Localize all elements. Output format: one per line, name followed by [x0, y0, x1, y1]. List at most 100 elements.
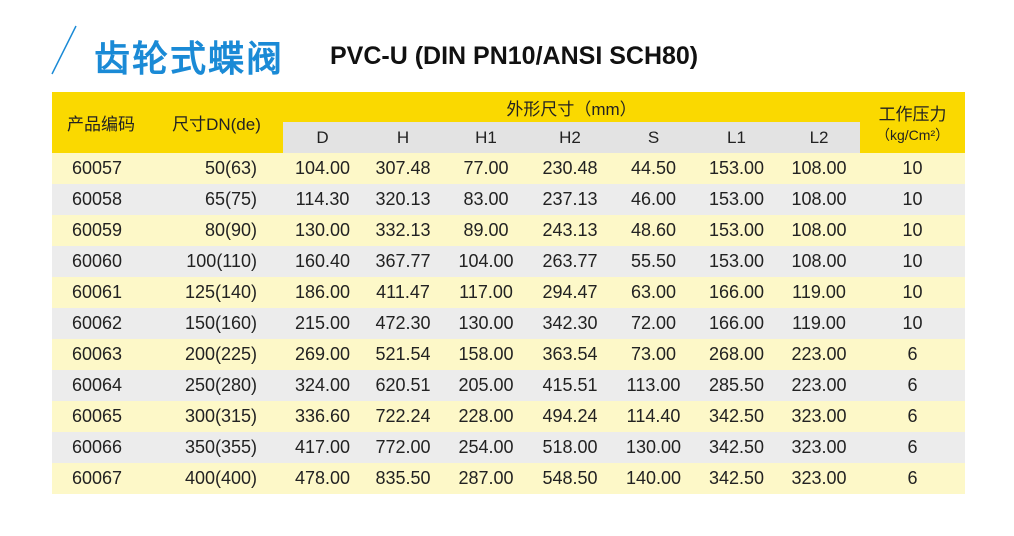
table-cell: 363.54 [542, 344, 598, 364]
table-cell: 6 [907, 375, 918, 395]
table-cell: 104.00 [294, 158, 351, 178]
table-cell: 268.00 [708, 344, 765, 364]
table-cell: 153.00 [708, 220, 765, 240]
subheader-cell: L1 [695, 122, 778, 153]
table-cell: 117.00 [459, 282, 513, 302]
table-cell: 300(315) [184, 406, 257, 426]
table-head: 产品编码 尺寸DN(de) 外形尺寸（mm） 工作压力 （kg/Cm²） D H H1… [52, 92, 966, 153]
table-row: 60063 200(225) 269.00 521.54 158.00 363.54 73.… [52, 339, 966, 370]
table-cell: 324.00 [294, 375, 351, 395]
table-cell: 10 [902, 189, 923, 209]
table-cell: 80(90) [204, 220, 257, 240]
table-cell: 254.00 [458, 437, 514, 457]
table-cell: 10 [902, 158, 923, 178]
table-cell: 494.24 [542, 406, 598, 426]
table-cell: 323.00 [791, 406, 847, 426]
table-cell: 100(110) [186, 251, 257, 271]
table-cell: 150(160) [184, 313, 257, 333]
table-cell: 336.60 [294, 406, 351, 426]
table-body: 60057 50(63) 104.00 307.48 77.00 230.48 44.50 1… [52, 153, 966, 494]
table-cell: 6 [907, 468, 918, 488]
table-cell: 10 [902, 220, 923, 240]
table-cell: 55.50 [630, 251, 677, 271]
table-cell: 223.00 [791, 375, 847, 395]
subheader-cell: H2 [528, 122, 612, 153]
table-cell: 478.00 [294, 468, 351, 488]
table-cell: 722.24 [375, 406, 431, 426]
table-cell: 60061 [72, 282, 123, 302]
table-cell: 46.00 [630, 189, 677, 209]
table-cell: 10 [902, 282, 923, 302]
header-cell: 尺寸DN(de) [150, 92, 283, 153]
subheader-cell: D [283, 122, 362, 153]
table-cell: 342.50 [708, 406, 765, 426]
table-cell: 332.13 [375, 220, 431, 240]
table-cell: 223.00 [791, 344, 847, 364]
table-cell: 6 [907, 437, 918, 457]
table-cell: 518.00 [542, 437, 598, 457]
table-cell: 108.00 [791, 251, 847, 271]
table-cell: 153.00 [708, 251, 765, 271]
table-cell: 243.13 [542, 220, 598, 240]
table-cell: 60060 [72, 251, 123, 271]
table-row: 60061 125(140) 186.00 411.47 117.00 294.47 63.… [52, 277, 966, 308]
table-cell: 215.00 [294, 313, 351, 333]
table-row: 60062 150(160) 215.00 472.30 130.00 342.30 72.… [52, 308, 966, 339]
table-cell: 60059 [72, 220, 123, 240]
header-cell: 外形尺寸（mm） [283, 92, 861, 122]
table-cell: 285.50 [708, 375, 765, 395]
table-cell: 400(400) [184, 468, 257, 488]
table-cell: 417.00 [294, 437, 351, 457]
table-row: 60057 50(63) 104.00 307.48 77.00 230.48 44.50 1… [52, 153, 966, 184]
table-cell: 48.60 [630, 220, 677, 240]
table-cell: 835.50 [375, 468, 431, 488]
table-cell: 158.00 [458, 344, 514, 364]
table-row: 60065 300(315) 336.60 722.24 228.00 494.24 114… [52, 401, 966, 432]
table-row: 60060 100(110) 160.40 367.77 104.00 263.77 55.… [52, 246, 966, 277]
table-cell: 237.13 [542, 189, 598, 209]
table-cell: 166.00 [708, 282, 765, 302]
table-cell: 114.30 [295, 189, 350, 209]
spec-table: 产品编码 尺寸DN(de) 外形尺寸（mm） 工作压力 （kg/Cm²） D H H1… [52, 92, 966, 494]
table-cell: 415.51 [542, 375, 598, 395]
table-row: 60067 400(400) 478.00 835.50 287.00 548.50 140… [52, 463, 966, 494]
table-cell: 108.00 [791, 189, 847, 209]
table-cell: 125(140) [184, 282, 257, 302]
table-cell: 119.00 [792, 313, 846, 333]
table-cell: 77.00 [463, 158, 509, 178]
table-cell: 130.00 [294, 220, 351, 240]
table-cell: 60057 [72, 158, 123, 178]
table-cell: 200(225) [184, 344, 257, 364]
table-row: 60064 250(280) 324.00 620.51 205.00 415.51 113… [52, 370, 966, 401]
table-cell: 342.30 [542, 313, 598, 333]
table-cell: 186.00 [294, 282, 351, 302]
table-cell: 44.50 [630, 158, 677, 178]
table-cell: 60066 [72, 437, 123, 457]
subtitle: PVC-U (DIN PN10/ANSI SCH80) [330, 42, 699, 70]
table-cell: 323.00 [791, 468, 847, 488]
table-cell: 60063 [72, 344, 123, 364]
table-cell: 140.00 [625, 468, 682, 488]
table-cell: 548.50 [542, 468, 598, 488]
table-cell: 228.00 [458, 406, 514, 426]
title: 齿轮式蝶阀 [94, 39, 285, 80]
table-cell: 263.77 [542, 251, 598, 271]
header-text: 工作压力 [878, 105, 947, 124]
table-cell: 50(63) [204, 158, 257, 178]
table-cell: 130.00 [625, 437, 682, 457]
table-cell: 72.00 [630, 313, 677, 333]
table-cell: 772.00 [375, 437, 431, 457]
table-cell: 320.13 [375, 189, 431, 209]
table-row: 60058 65(75) 114.30 320.13 83.00 237.13 46.00 1… [52, 184, 966, 215]
subheader-cell: H [362, 122, 444, 153]
table-cell: 160.40 [294, 251, 351, 271]
subheader-cell: L2 [778, 122, 861, 153]
table-cell: 83.00 [463, 189, 509, 209]
table-row: 60059 80(90) 130.00 332.13 89.00 243.13 48.60 1… [52, 215, 966, 246]
table-cell: 119.00 [792, 282, 846, 302]
header-cell: 产品编码 [52, 92, 150, 153]
title-slash [51, 25, 77, 75]
table-cell: 294.47 [542, 282, 598, 302]
